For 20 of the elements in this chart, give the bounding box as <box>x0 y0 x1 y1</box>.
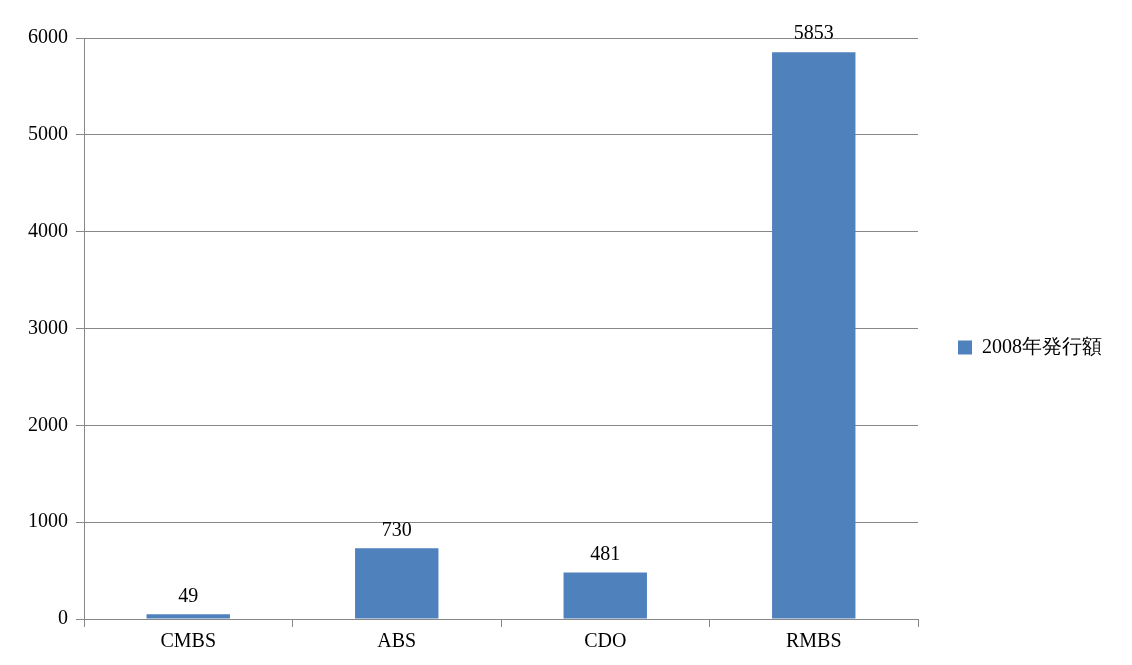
data-label: 481 <box>590 541 621 564</box>
y-tick-label: 4000 <box>28 218 68 241</box>
bar <box>563 572 647 619</box>
x-tick-label: CMBS <box>160 629 217 652</box>
x-tick-label: RMBS <box>785 629 842 652</box>
data-label: 49 <box>178 583 199 606</box>
bar <box>355 548 439 619</box>
y-tick-label: 3000 <box>28 315 68 338</box>
x-tick-label: CDO <box>584 629 627 652</box>
legend-label: 2008年発行額 <box>982 334 1102 357</box>
bar <box>146 614 230 619</box>
data-label: 730 <box>381 517 412 540</box>
y-tick-label: 2000 <box>28 412 68 435</box>
y-tick-label: 6000 <box>28 25 68 48</box>
x-tick-label: ABS <box>377 629 417 652</box>
y-tick-label: 0 <box>58 606 68 629</box>
data-label: 5853 <box>793 21 834 44</box>
bar <box>772 52 856 619</box>
y-tick-label: 1000 <box>28 509 68 532</box>
y-tick-label: 5000 <box>28 122 68 145</box>
